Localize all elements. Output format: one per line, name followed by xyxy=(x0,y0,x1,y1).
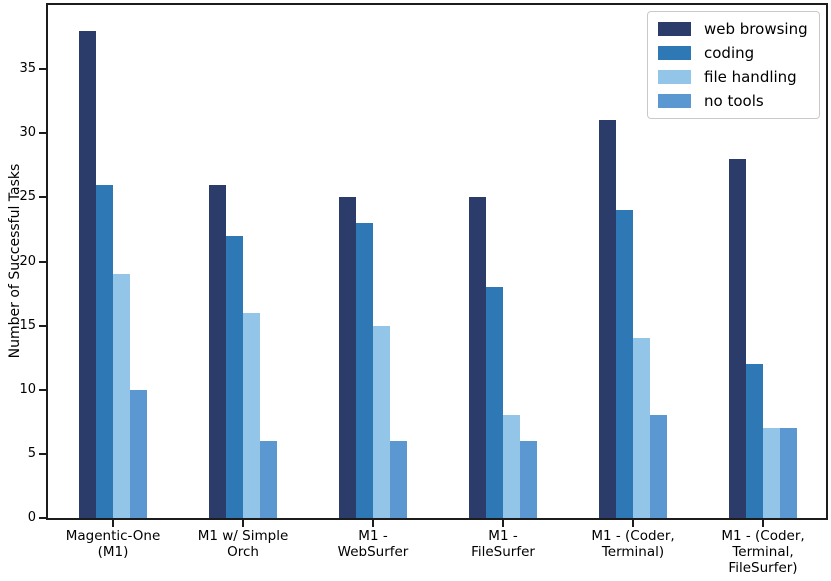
legend-label: no tools xyxy=(704,92,764,110)
x-tick-mark xyxy=(502,520,504,527)
legend-item-file-handling: file handling xyxy=(658,67,808,87)
bar-web-browsing-group3 xyxy=(339,197,356,518)
bar-no-tools-group4 xyxy=(520,441,537,518)
x-tick-label: M1 w/ Simple Orch xyxy=(197,528,289,560)
y-tick-label: 15 xyxy=(19,317,36,333)
x-tick-mark xyxy=(632,520,634,527)
bar-file-handling-group1 xyxy=(113,274,130,518)
bar-file-handling-group3 xyxy=(373,325,390,518)
bar-no-tools-group5 xyxy=(650,415,667,518)
x-tick-label: M1 - FileSurfer xyxy=(471,528,535,560)
legend-item-no-tools: no tools xyxy=(658,91,808,111)
y-tick-mark xyxy=(39,68,46,71)
y-tick-mark xyxy=(39,132,46,135)
bar-coding-group2 xyxy=(226,235,243,518)
plot-area: web browsing coding file handling no tools xyxy=(46,3,828,520)
x-tick-label: M1 - (Coder, Terminal) xyxy=(591,528,675,560)
bar-web-browsing-group5 xyxy=(599,120,616,518)
bar-file-handling-group2 xyxy=(243,312,260,518)
y-tick-mark xyxy=(39,260,46,263)
y-tick-label: 35 xyxy=(19,61,36,77)
y-tick-label: 5 xyxy=(27,445,36,461)
y-tick-mark xyxy=(39,517,46,519)
y-tick-label: 0 xyxy=(27,510,36,525)
legend-item-web-browsing: web browsing xyxy=(658,19,808,39)
bar-web-browsing-group2 xyxy=(209,184,226,518)
legend-label: coding xyxy=(704,44,755,62)
y-tick-mark xyxy=(39,388,46,391)
legend-swatch-icon xyxy=(658,46,691,60)
bar-no-tools-group1 xyxy=(130,389,147,518)
bar-coding-group3 xyxy=(356,223,373,518)
legend-item-coding: coding xyxy=(658,43,808,63)
y-tick-label: 30 xyxy=(19,125,36,141)
x-tick-mark xyxy=(242,520,244,527)
bar-no-tools-group2 xyxy=(260,441,277,518)
y-tick-mark xyxy=(39,452,46,455)
legend-swatch-icon xyxy=(658,94,691,108)
bar-coding-group1 xyxy=(96,184,113,518)
bar-no-tools-group3 xyxy=(390,441,407,518)
y-tick-mark xyxy=(39,324,46,327)
legend-swatch-icon xyxy=(658,22,691,36)
legend-label: web browsing xyxy=(704,20,808,38)
x-tick-mark xyxy=(112,520,114,527)
bar-file-handling-group6 xyxy=(763,428,780,518)
legend: web browsing coding file handling no tools xyxy=(647,11,820,119)
bar-file-handling-group4 xyxy=(503,415,520,518)
bar-coding-group5 xyxy=(616,210,633,518)
y-tick-mark xyxy=(39,196,46,199)
y-tick-label: 10 xyxy=(19,381,36,397)
x-tick-label: M1 - WebSurfer xyxy=(337,528,409,560)
bar-coding-group6 xyxy=(746,364,763,518)
y-tick-label: 20 xyxy=(19,253,36,269)
y-tick-label: 25 xyxy=(19,189,36,205)
bar-no-tools-group6 xyxy=(780,428,797,518)
legend-label: file handling xyxy=(704,68,797,86)
legend-swatch-icon xyxy=(658,70,691,84)
x-tick-label: Magentic-One (M1) xyxy=(65,528,161,560)
bar-file-handling-group5 xyxy=(633,338,650,518)
bar-coding-group4 xyxy=(486,287,503,518)
x-tick-mark xyxy=(372,520,374,527)
x-tick-label: M1 - (Coder, Terminal, FileSurfer) xyxy=(721,528,805,576)
bar-web-browsing-group6 xyxy=(729,158,746,518)
bar-web-browsing-group1 xyxy=(79,30,96,518)
bar-web-browsing-group4 xyxy=(469,197,486,518)
x-tick-mark xyxy=(762,520,764,527)
